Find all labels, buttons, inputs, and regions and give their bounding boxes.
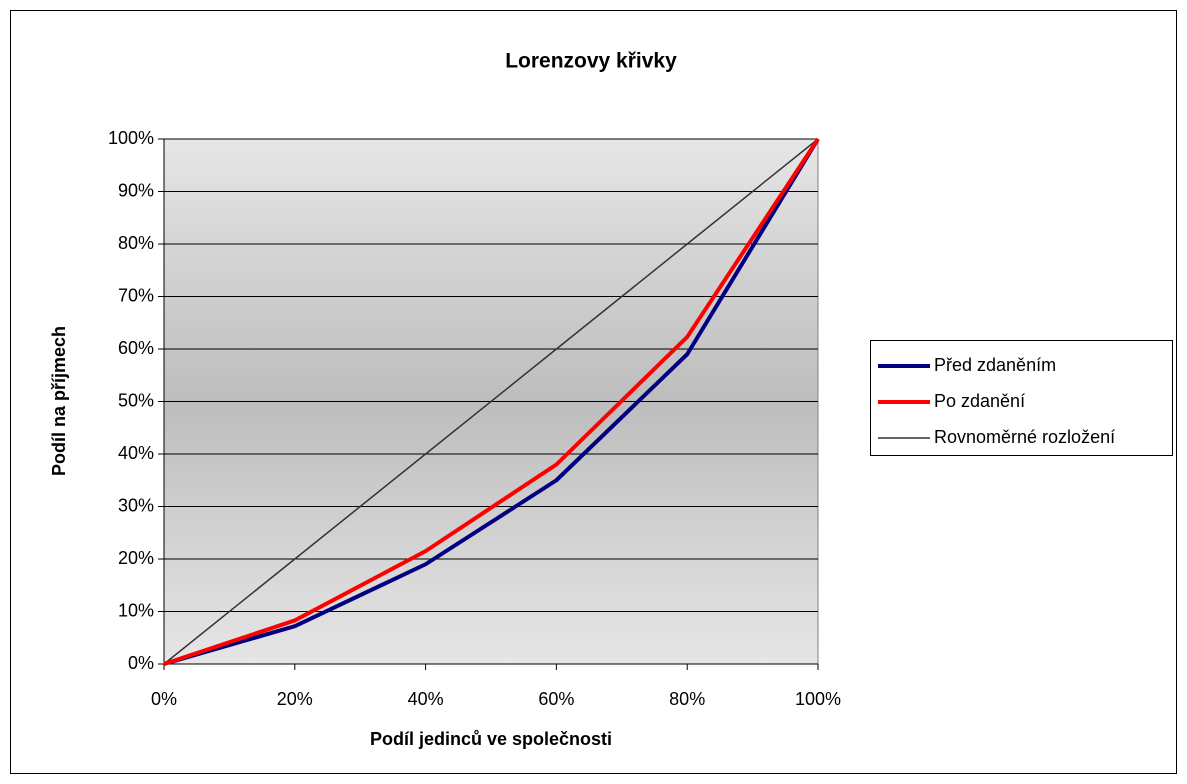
series-line	[163, 138, 819, 665]
legend	[870, 340, 1173, 456]
y-tick-label: 40%	[118, 443, 154, 463]
x-axis-label: Podíl jedinců ve společnosti	[370, 729, 612, 749]
y-tick-label: 70%	[118, 285, 154, 305]
x-tick-label: 60%	[538, 689, 574, 709]
y-tick-label: 100%	[108, 128, 154, 148]
y-tick-label: 30%	[118, 495, 154, 515]
series-line	[163, 137, 820, 666]
y-axis-label: Podíl na příjmech	[49, 326, 69, 476]
y-tick-label: 0%	[128, 653, 154, 673]
legend-label: Po zdanění	[934, 391, 1025, 411]
y-tick-label: 90%	[118, 180, 154, 200]
x-tick-label: 0%	[151, 689, 177, 709]
y-tick-label: 10%	[118, 600, 154, 620]
y-tick-label: 60%	[118, 338, 154, 358]
chart-title: Lorenzovy křivky	[505, 50, 677, 73]
legend-label: Rovnoměrné rozložení	[934, 427, 1115, 447]
x-tick-label: 100%	[795, 689, 841, 709]
x-tick-label: 20%	[277, 689, 313, 709]
y-tick-label: 50%	[118, 390, 154, 410]
x-tick-label: 40%	[408, 689, 444, 709]
y-tick-label: 80%	[118, 233, 154, 253]
x-tick-label: 80%	[669, 689, 705, 709]
legend-label: Před zdaněním	[934, 355, 1056, 375]
series-line	[163, 137, 820, 666]
y-tick-label: 20%	[118, 548, 154, 568]
